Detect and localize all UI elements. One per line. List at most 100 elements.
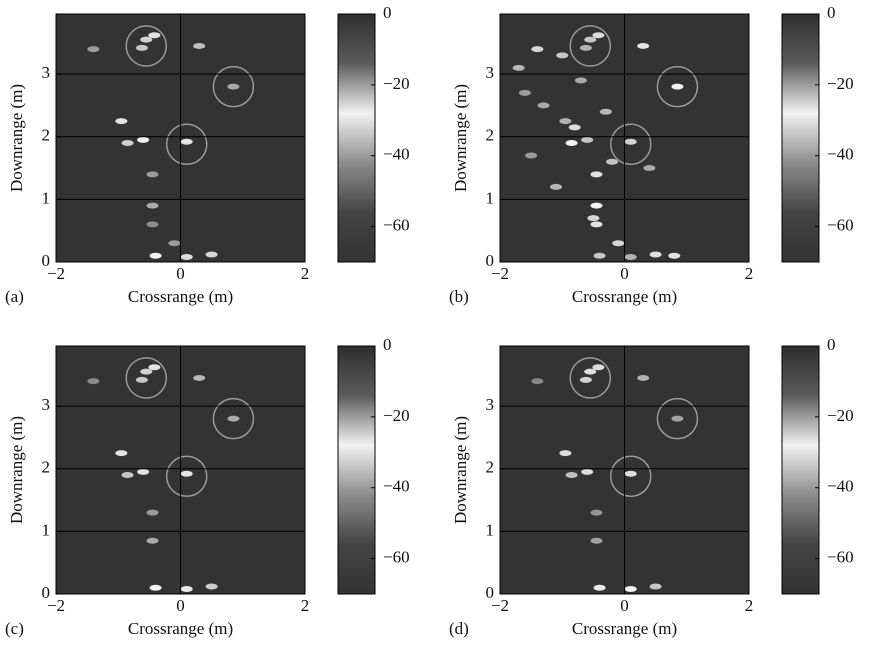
y-tick-label: 0 <box>486 251 495 270</box>
scatter-spot <box>559 450 572 457</box>
target-circle <box>125 25 168 67</box>
scatter-spot <box>146 509 159 516</box>
scatter-spot <box>590 509 603 516</box>
scatter-spot <box>137 136 150 143</box>
scatter-spot <box>140 368 153 375</box>
x-tick-label: −2 <box>47 264 65 283</box>
scatter-spot <box>587 215 600 222</box>
scatter-spot <box>584 36 597 43</box>
scatter-spot <box>590 171 603 178</box>
scatter-spot <box>624 470 637 477</box>
scatter-spot <box>671 83 684 90</box>
target-circle <box>609 123 652 166</box>
colorbar-tick-label: 0 <box>827 3 836 22</box>
colorbar-tick-label: −40 <box>827 145 854 164</box>
scatter-spot <box>205 251 218 258</box>
scatter-spot <box>593 252 606 259</box>
scatter-spot <box>193 42 206 49</box>
scatter-spot <box>146 221 159 228</box>
x-axis-label: Crossrange (m) <box>572 619 677 638</box>
scatter-spot <box>649 583 662 590</box>
plot-frame <box>55 345 306 595</box>
scatter-spot <box>559 118 572 125</box>
x-tick-label: 2 <box>301 596 310 615</box>
x-tick-label: 0 <box>620 264 629 283</box>
colorbar <box>781 13 820 263</box>
y-tick-label: 3 <box>42 395 51 414</box>
scatter-spot <box>148 364 161 371</box>
scatter-spot <box>643 165 656 172</box>
scatter-spot <box>592 364 605 371</box>
x-tick-label: 0 <box>176 264 185 283</box>
target-circle <box>656 397 699 440</box>
scatter-spot <box>565 472 578 479</box>
scatter-spot <box>135 376 148 383</box>
target-circle <box>656 65 699 108</box>
x-tick-label: −2 <box>491 596 509 615</box>
y-axis-label: Downrange (m) <box>7 416 26 524</box>
scatter-spot <box>574 77 587 84</box>
x-tick-label: −2 <box>47 596 65 615</box>
scatter-spot <box>180 138 193 145</box>
plot-frame <box>499 13 750 263</box>
scatter-spot <box>137 468 150 475</box>
scatter-spot <box>87 46 100 53</box>
colorbar-tick-label: 0 <box>383 3 392 22</box>
scatter-spot <box>592 32 605 39</box>
scatter-spot <box>146 171 159 178</box>
scatter-spot <box>140 36 153 43</box>
panel-label: (d) <box>449 619 469 638</box>
scatter-spot <box>599 108 612 115</box>
scatter-spot <box>590 202 603 209</box>
y-tick-label: 3 <box>486 63 495 82</box>
scatter-spot <box>149 252 162 259</box>
scatter-spot <box>146 537 159 544</box>
target-circle <box>212 65 255 108</box>
y-tick-label: 2 <box>486 458 495 477</box>
scatter-spot <box>590 537 603 544</box>
colorbar-tick-label: −20 <box>383 74 410 93</box>
scatter-spot <box>115 450 128 457</box>
scatter-spot <box>581 468 594 475</box>
colorbar-tick-label: −20 <box>383 406 410 425</box>
colorbar-tick-label: −60 <box>827 547 854 566</box>
scatter-spot <box>556 52 569 59</box>
scatter-spot <box>579 376 592 383</box>
scatter-spot <box>581 136 594 143</box>
x-tick-label: 2 <box>745 596 754 615</box>
colorbar-tick-label: 0 <box>383 335 392 354</box>
colorbar-tick-label: 0 <box>827 335 836 354</box>
target-circle <box>569 25 612 67</box>
target-circle <box>165 123 208 166</box>
y-tick-label: 1 <box>486 188 495 207</box>
scatter-spot <box>115 118 128 125</box>
scatter-spot <box>565 140 578 147</box>
scatter-spot <box>149 584 162 591</box>
y-tick-label: 2 <box>42 126 51 145</box>
target-circle <box>609 455 652 498</box>
plot-frame <box>499 345 750 595</box>
scatter-spot <box>590 221 603 228</box>
scatter-spot <box>584 368 597 375</box>
scatter-spot <box>579 44 592 51</box>
scatter-spot <box>671 415 684 422</box>
scatter-spot <box>227 83 240 90</box>
colorbar-tick-label: −40 <box>827 477 854 496</box>
x-tick-label: 0 <box>176 596 185 615</box>
x-axis-label: Crossrange (m) <box>572 287 677 306</box>
y-tick-label: 3 <box>42 63 51 82</box>
scatter-spot <box>649 251 662 258</box>
scatter-spot <box>180 470 193 477</box>
x-tick-label: 2 <box>745 264 754 283</box>
colorbar <box>781 345 820 595</box>
y-tick-label: 0 <box>42 251 51 270</box>
scatter-spot <box>121 472 134 479</box>
panel-label: (b) <box>449 287 469 306</box>
panel-label: (a) <box>5 287 24 306</box>
scatter-spot <box>518 89 531 96</box>
y-tick-label: 0 <box>42 583 51 602</box>
scatter-spot <box>624 253 637 260</box>
scatter-spot <box>512 64 525 71</box>
image-layer <box>87 357 255 592</box>
scatter-spot <box>637 42 650 49</box>
